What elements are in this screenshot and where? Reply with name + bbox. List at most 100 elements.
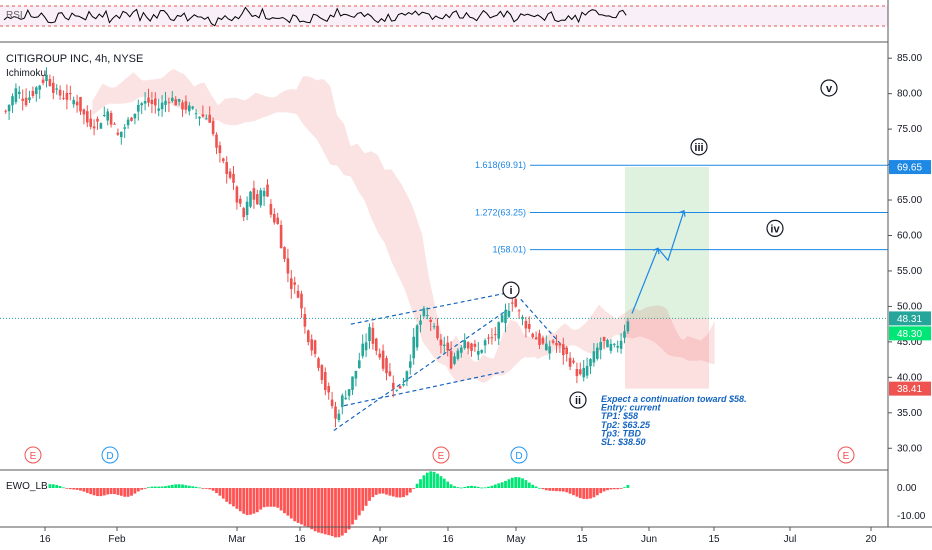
ewo-bar xyxy=(283,488,286,514)
candle-body xyxy=(531,333,534,338)
candle-body xyxy=(143,101,147,104)
candle-body xyxy=(317,358,320,368)
ewo-bar xyxy=(493,484,497,488)
candle-body xyxy=(449,351,453,369)
candle-body xyxy=(123,127,126,129)
candle-body xyxy=(470,343,473,351)
wave-circle xyxy=(569,391,587,409)
projection-arrow xyxy=(631,209,686,314)
ewo-bar xyxy=(439,476,443,488)
ewo-bar xyxy=(184,485,188,488)
candle-body xyxy=(249,191,252,207)
ewo-bar xyxy=(374,488,378,495)
ewo-bar xyxy=(551,488,555,491)
rsi-label: RSI xyxy=(6,10,23,21)
candle-body xyxy=(310,339,313,351)
ewo-bar xyxy=(517,477,521,488)
ewo-bar xyxy=(89,488,93,495)
candle-body xyxy=(405,371,409,382)
candle-body xyxy=(235,186,239,203)
candle-body xyxy=(137,104,140,112)
candle-body xyxy=(538,333,541,345)
profit-zone xyxy=(625,167,709,319)
x-tick-label: Jul xyxy=(784,534,797,545)
annotation-line: Tp2: $63.25 xyxy=(601,420,651,430)
ewo-bar xyxy=(79,488,82,491)
ewo-label: EWO_LB xyxy=(6,481,48,492)
candle-body xyxy=(262,190,266,197)
ewo-bar xyxy=(619,488,623,489)
candle-body xyxy=(337,413,341,420)
candle-body xyxy=(7,104,11,112)
candle-body xyxy=(103,114,106,116)
candle-body xyxy=(534,337,538,340)
candle-body xyxy=(429,319,432,322)
event-marker xyxy=(101,446,119,464)
x-tick-label: May xyxy=(507,534,526,545)
ewo-bar xyxy=(102,488,106,496)
candle-body xyxy=(184,101,188,110)
ewo-label-bg xyxy=(4,479,48,492)
ewo-bar xyxy=(476,486,480,488)
ewo-bar xyxy=(561,488,565,492)
y-tick-label: 45.00 xyxy=(897,337,922,348)
ewo-bar xyxy=(215,488,218,494)
ewo-bar xyxy=(269,488,273,507)
candle-body xyxy=(575,369,579,377)
y-tick-label: 50.00 xyxy=(897,301,922,312)
ewo-bar xyxy=(272,488,276,507)
candle-body xyxy=(55,88,58,90)
candle-body xyxy=(218,145,222,154)
ewo-bar xyxy=(133,488,137,494)
ewo-bar xyxy=(157,486,161,488)
ewo-bar xyxy=(388,488,392,496)
candle-body xyxy=(31,90,35,96)
candle-body xyxy=(388,371,392,376)
candle-body xyxy=(609,343,613,351)
candle-body xyxy=(613,343,616,345)
candle-body xyxy=(164,100,167,105)
candle-body xyxy=(116,132,120,135)
fib-label: 1.618(69.91) xyxy=(475,160,526,170)
ewo-bar xyxy=(286,488,290,516)
candle-body xyxy=(368,327,371,342)
ewo-bar xyxy=(317,488,320,533)
ewo-bar xyxy=(381,488,385,494)
ewo-bar xyxy=(96,488,99,497)
wave-label: iii xyxy=(694,142,703,154)
y-tick-label: 60.00 xyxy=(897,230,922,241)
ewo-axis: 0.00 -10.00 xyxy=(897,483,926,522)
ewo-bar xyxy=(507,479,511,488)
candle-body xyxy=(65,92,69,100)
candle-body xyxy=(279,225,283,249)
ewo-bar xyxy=(595,488,599,496)
ewo-bar xyxy=(238,488,242,512)
candle-body xyxy=(334,406,337,419)
ewo-bar xyxy=(262,488,266,508)
trade-annotation: Expect a continuation toward $58.Entry: … xyxy=(601,394,747,447)
candle-body xyxy=(511,302,514,304)
ewo-bar xyxy=(504,480,507,488)
candle-body xyxy=(626,321,630,332)
price-label-bg xyxy=(889,160,931,175)
ewo-bar xyxy=(609,488,613,490)
candle-body xyxy=(82,109,86,115)
x-tick-label: Jun xyxy=(641,534,657,545)
ewo-bar xyxy=(432,471,436,488)
ewo-bar xyxy=(364,488,368,506)
ewo-bar xyxy=(565,488,569,493)
candle-body xyxy=(385,358,388,374)
ewo-bar xyxy=(572,488,575,496)
ewo-bar xyxy=(327,488,331,536)
ewo-bar xyxy=(296,488,300,523)
ewo-bar xyxy=(303,488,307,527)
candle-body xyxy=(113,123,116,125)
event-marker-label: E xyxy=(438,451,445,462)
candle-body xyxy=(432,326,436,328)
candle-body xyxy=(504,310,507,324)
ewo-bar xyxy=(136,488,140,492)
ewo-bar xyxy=(626,485,630,488)
ewo-bar xyxy=(592,488,596,498)
